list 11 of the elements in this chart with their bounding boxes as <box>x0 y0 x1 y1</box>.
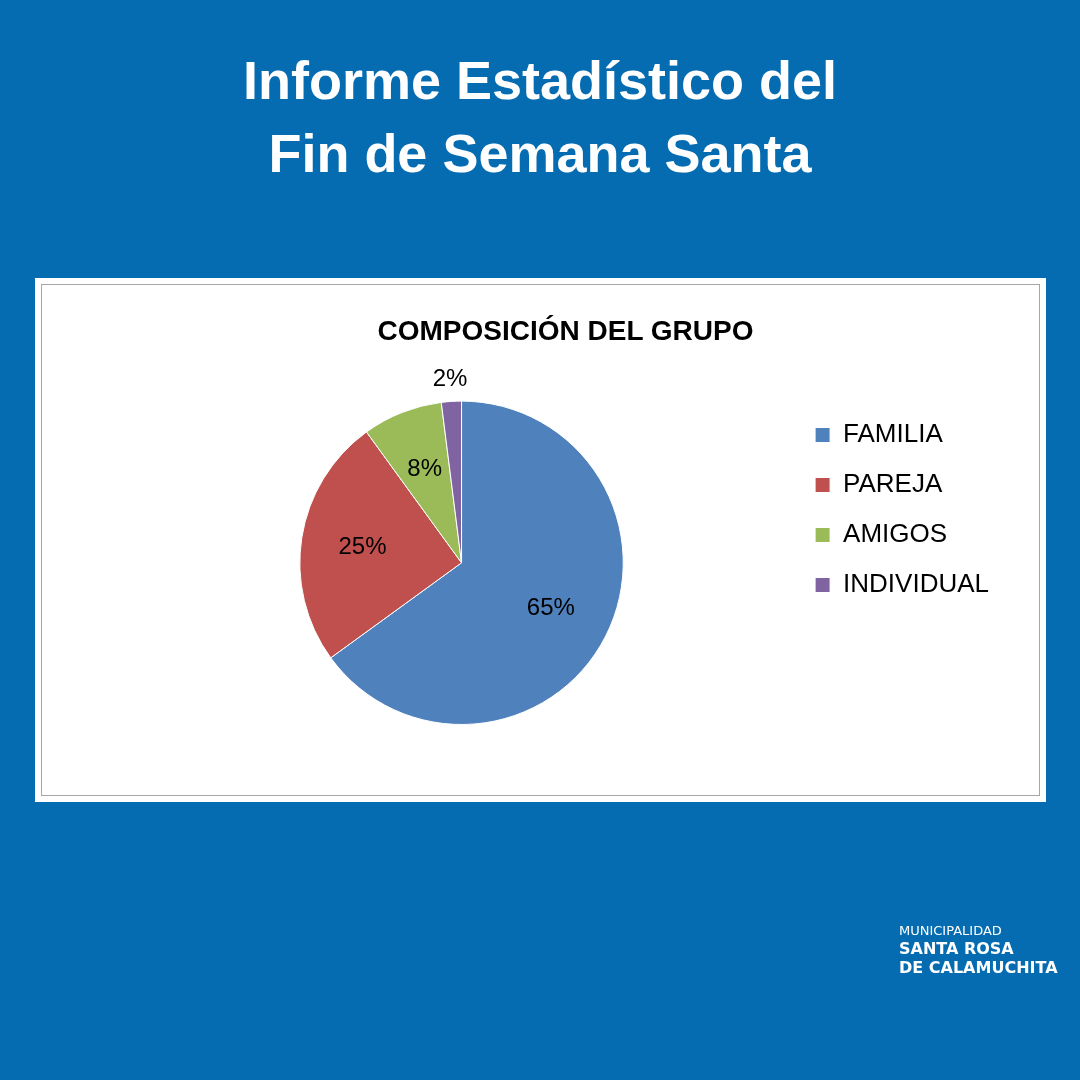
data-label: 25% <box>338 531 387 559</box>
legend-label: AMIGOS <box>843 518 948 549</box>
data-label: 2% <box>432 364 468 392</box>
chart-title: Informe Estadístico del Fin de Semana Santa <box>241 49 839 185</box>
legend-label: PAREJA <box>843 468 943 499</box>
text: MUNICIPALIDAD SANTA ROSA DE CALAMUCHITA <box>899 922 1058 977</box>
data-label: 65% <box>526 592 575 620</box>
legend-label: FAMILIA <box>843 418 944 449</box>
data-label: 8% <box>407 454 442 482</box>
chart-subtitle: COMPOSICIÓN DEL GRUPO <box>377 314 754 346</box>
legend-label: INDIVIDUAL <box>843 568 989 599</box>
